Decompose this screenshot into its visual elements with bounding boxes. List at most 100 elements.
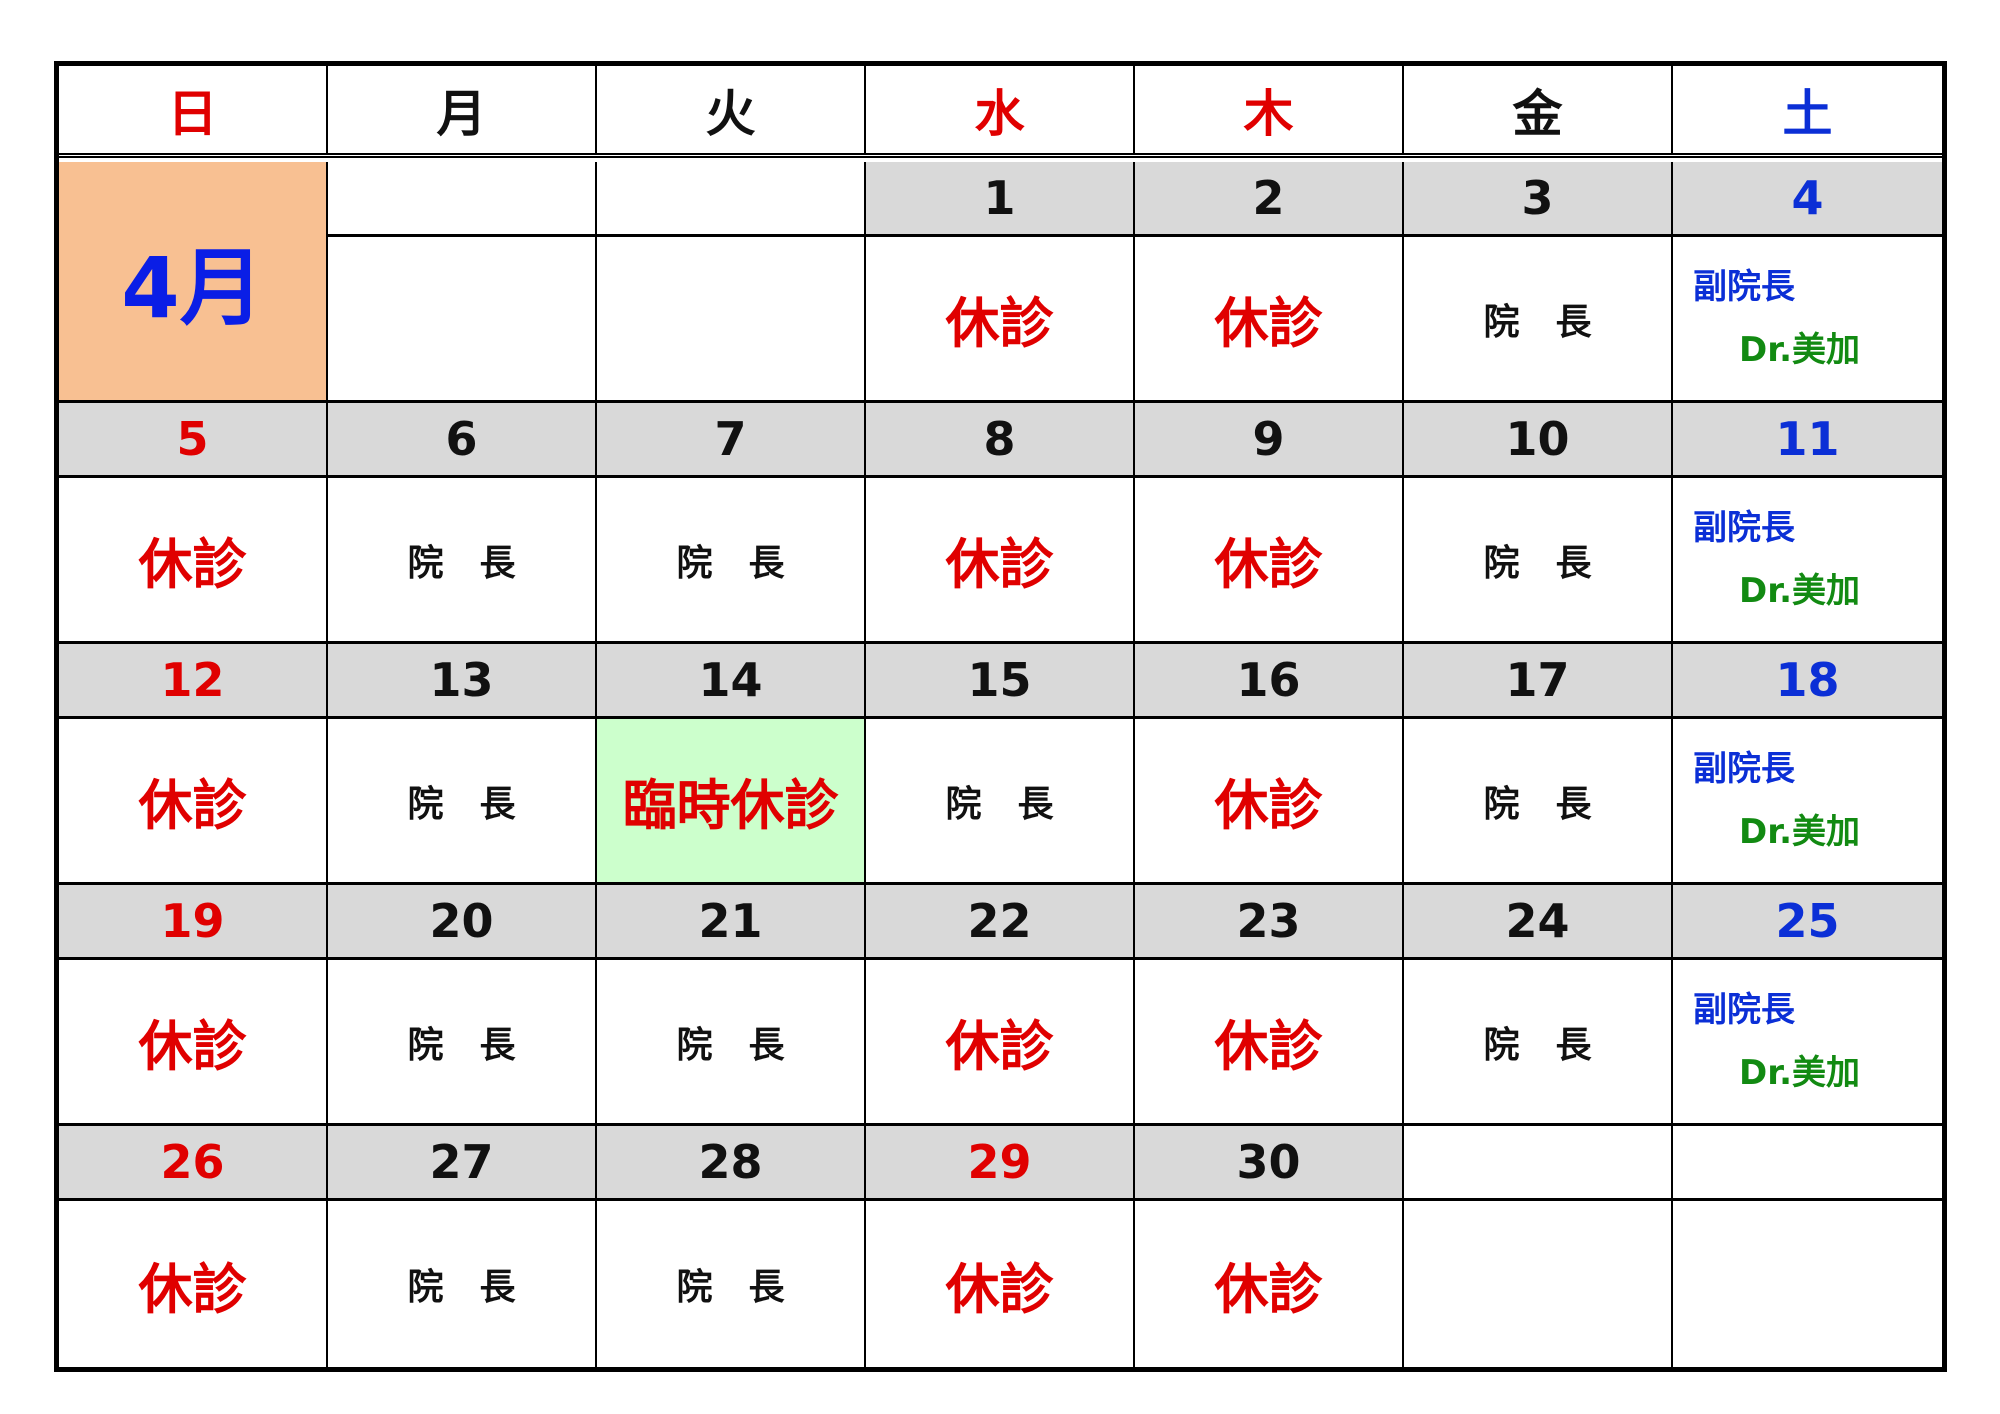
day-cell: 7 院 長 <box>597 403 866 644</box>
director-label: 院 長 <box>407 542 516 584</box>
schedule-entry: 院 長 <box>597 478 864 641</box>
temp-closed-label: 臨時休診 <box>622 774 839 837</box>
schedule-entry: 休診 <box>59 719 326 882</box>
day-cell: 29 休診 <box>866 1126 1135 1367</box>
date-number: 24 <box>1404 885 1671 960</box>
month-label: 4月 <box>59 162 326 400</box>
weekday-2: 火 <box>597 66 866 153</box>
director-label: 院 長 <box>1483 783 1592 825</box>
weekday-0: 日 <box>59 66 328 153</box>
date-number: 28 <box>597 1126 864 1201</box>
date-number: 6 <box>328 403 595 478</box>
day-cell: 6 院 長 <box>328 403 597 644</box>
schedule-entry: 院 長 <box>328 719 595 882</box>
doctor-label: Dr.美加 <box>1739 812 1861 852</box>
schedule-entry <box>328 237 595 400</box>
schedule-entry: 休診 <box>59 478 326 641</box>
director-label: 院 長 <box>407 783 516 825</box>
closed-label: 休診 <box>138 533 247 596</box>
date-number <box>597 162 864 237</box>
director-label: 院 長 <box>676 1024 785 1066</box>
day-cell: 22 休診 <box>866 885 1135 1126</box>
day-cell: 10 院 長 <box>1404 403 1673 644</box>
weekday-1: 月 <box>328 66 597 153</box>
day-cell: 30 休診 <box>1135 1126 1404 1367</box>
closed-label: 休診 <box>945 533 1054 596</box>
schedule-entry: 休診 <box>59 1201 326 1367</box>
director-label: 院 長 <box>1483 542 1592 584</box>
date-number: 26 <box>59 1126 326 1201</box>
day-cell: 19 休診 <box>59 885 328 1126</box>
day-cell: 9 休診 <box>1135 403 1404 644</box>
closed-label: 休診 <box>945 1257 1054 1321</box>
day-cell: 1 休診 <box>866 162 1135 403</box>
closed-label: 休診 <box>1214 292 1323 355</box>
date-number <box>1673 1126 1942 1201</box>
day-cell: 16 休診 <box>1135 644 1404 885</box>
date-number: 2 <box>1135 162 1402 237</box>
day-cell <box>328 162 597 403</box>
weekday-header: 日月火水木金 土 <box>59 66 1942 158</box>
date-number: 21 <box>597 885 864 960</box>
date-number: 7 <box>597 403 864 478</box>
schedule-entry: 休診 <box>866 1201 1133 1367</box>
schedule-entry: 休診 <box>866 960 1133 1123</box>
closed-label: 休診 <box>945 1015 1054 1078</box>
day-cell <box>1673 1126 1942 1367</box>
date-number: 11 <box>1673 403 1942 478</box>
day-cell: 8 休診 <box>866 403 1135 644</box>
weekday-3: 水 <box>866 66 1135 153</box>
closed-label: 休診 <box>138 1015 247 1078</box>
day-cell <box>597 162 866 403</box>
day-cell: 13 院 長 <box>328 644 597 885</box>
date-number: 14 <box>597 644 864 719</box>
date-number: 9 <box>1135 403 1402 478</box>
day-cell: 24 院 長 <box>1404 885 1673 1126</box>
day-cell: 28 院 長 <box>597 1126 866 1367</box>
day-cell: 5 休診 <box>59 403 328 644</box>
director-label: 院 長 <box>1483 1024 1592 1066</box>
date-number: 3 <box>1404 162 1671 237</box>
director-label: 院 長 <box>676 1267 785 1308</box>
date-number: 20 <box>328 885 595 960</box>
date-number: 10 <box>1404 403 1671 478</box>
director-label: 院 長 <box>407 1024 516 1066</box>
schedule-entry: 副院長 Dr.美加 <box>1673 478 1942 641</box>
closed-label: 休診 <box>945 292 1054 355</box>
date-number: 22 <box>866 885 1133 960</box>
date-number: 4 <box>1673 162 1942 237</box>
day-cell: 26 休診 <box>59 1126 328 1367</box>
day-cell: 15 院 長 <box>866 644 1135 885</box>
vice-director-label: 副院長 <box>1693 990 1795 1030</box>
calendar: 日月火水木金 土 4月 1 休診 2 休診 3 院 長 4 副院長 Dr.美加 5 休診 6 院 長 7 院 長… <box>54 61 1947 1372</box>
closed-label: 休診 <box>1214 774 1323 837</box>
schedule-entry: 副院長 Dr.美加 <box>1673 237 1942 400</box>
weekday-4: 木 <box>1135 66 1404 153</box>
schedule-entry: 院 長 <box>1404 237 1671 400</box>
date-number: 19 <box>59 885 326 960</box>
vice-director-label: 副院長 <box>1693 749 1795 789</box>
schedule-entry: 院 長 <box>328 1201 595 1367</box>
director-label: 院 長 <box>945 783 1054 825</box>
date-number: 30 <box>1135 1126 1402 1201</box>
date-number: 1 <box>866 162 1133 237</box>
day-cell: 3 院 長 <box>1404 162 1673 403</box>
date-number: 17 <box>1404 644 1671 719</box>
schedule-entry: 臨時休診 <box>597 719 864 882</box>
day-cell: 25 副院長 Dr.美加 <box>1673 885 1942 1126</box>
day-cell: 23 休診 <box>1135 885 1404 1126</box>
schedule-entry: 休診 <box>866 237 1133 400</box>
schedule-entry <box>1404 1201 1671 1367</box>
date-number: 8 <box>866 403 1133 478</box>
day-cell: 4月 <box>59 162 328 403</box>
schedule-entry: 院 長 <box>597 960 864 1123</box>
schedule-entry <box>1673 1201 1942 1367</box>
vice-director-label: 副院長 <box>1693 508 1795 548</box>
day-cell: 17 院 長 <box>1404 644 1673 885</box>
schedule-entry: 院 長 <box>1404 719 1671 882</box>
day-cell: 20 院 長 <box>328 885 597 1126</box>
schedule-entry: 院 長 <box>866 719 1133 882</box>
weekday-5: 金 <box>1404 66 1673 153</box>
day-cell: 27 院 長 <box>328 1126 597 1367</box>
day-cell: 18 副院長 Dr.美加 <box>1673 644 1942 885</box>
